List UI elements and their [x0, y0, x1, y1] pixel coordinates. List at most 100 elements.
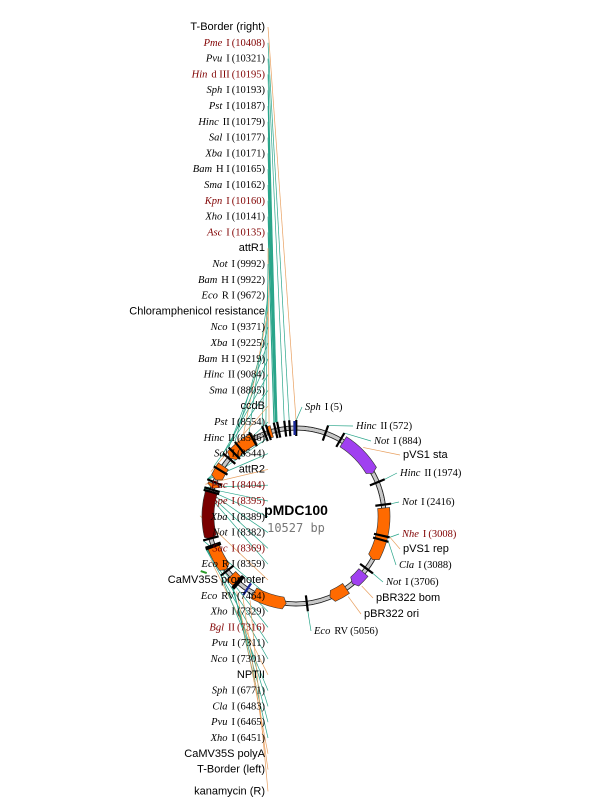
enzyme-name: Hinc: [355, 421, 377, 432]
enzyme-suffix: I: [226, 180, 230, 191]
enzyme-suffix: I: [418, 560, 422, 571]
enzyme-suffix: I: [226, 85, 230, 96]
enzyme-position: (8359): [237, 559, 265, 570]
leader-line: [267, 232, 275, 423]
enzyme-position: (8389): [237, 512, 265, 523]
site-label-spe-i-8395: Spe I (8395): [212, 496, 265, 507]
enzyme-name: Nhe: [401, 529, 419, 540]
enzyme-suffix: I: [232, 607, 236, 618]
enzyme-suffix: II: [228, 622, 235, 633]
site-label-xho-i-6451: Xho I (6451): [210, 733, 266, 744]
enzyme-position: (10195): [232, 69, 266, 80]
enzyme-name: Xba: [210, 512, 228, 523]
site-tick: [264, 424, 272, 441]
site-tick: [204, 486, 220, 494]
enzyme-suffix: I: [226, 133, 230, 144]
enzyme-name: Sph: [207, 85, 223, 96]
feature-label-pbr322-bom: pBR322 bom: [376, 592, 440, 604]
enzyme-position: (9371): [237, 322, 265, 333]
leader-line: [384, 472, 398, 480]
leader-line: [222, 374, 269, 454]
site-label-sal-i-8544: Sal I (8544): [214, 449, 265, 460]
enzyme-suffix: d III: [211, 69, 230, 80]
leader-line: [267, 216, 275, 423]
plasmid-size: 10527 bp: [267, 521, 325, 535]
enzyme-position: (9084): [237, 370, 265, 381]
enzyme-name: Pac: [210, 480, 228, 491]
enzyme-name: Hin: [191, 69, 208, 80]
enzyme-position: (7464): [237, 591, 265, 602]
enzyme-suffix: H I: [221, 275, 235, 286]
enzyme-suffix: R I: [222, 559, 236, 570]
enzyme-position: (8544): [237, 449, 265, 460]
enzyme-position: (10160): [232, 196, 266, 207]
enzyme-suffix: I: [226, 38, 230, 49]
enzyme-suffix: I: [232, 638, 236, 649]
enzyme-name: Xho: [210, 733, 228, 744]
leader-line: [249, 600, 269, 792]
enzyme-name: Not: [211, 528, 228, 539]
enzyme-suffix: I: [232, 528, 236, 539]
enzyme-position: (9672): [237, 291, 265, 302]
leader-line: [213, 390, 269, 467]
leader-line: [267, 42, 290, 421]
enzyme-name: Bgl: [209, 622, 224, 633]
leader-lines: [199, 26, 401, 792]
enzyme-suffix: I: [232, 449, 236, 460]
feature-arcs: [201, 425, 391, 610]
enzyme-position: (3088): [424, 560, 452, 571]
site-label-pac-i-8404: Pac I (8404): [210, 480, 265, 491]
site-tick: [248, 431, 258, 447]
enzyme-suffix: I: [232, 322, 236, 333]
enzyme-suffix: I: [232, 543, 236, 554]
enzyme-name: Pvu: [210, 717, 227, 728]
leader-line: [363, 447, 401, 456]
enzyme-suffix: I: [226, 54, 230, 65]
site-label-eco-rv-7464: Eco RV (7464): [200, 591, 266, 602]
enzyme-name: Xho: [204, 212, 222, 223]
enzyme-position: (10187): [232, 101, 266, 112]
site-label-cla-i-3088: Cla I (3088): [399, 560, 452, 571]
site-tick: [369, 478, 386, 487]
site-label-pst-i-8554: Pst I (8554): [213, 417, 265, 428]
site-tick: [372, 536, 389, 543]
enzyme-suffix: RV: [334, 626, 348, 637]
leader-line: [248, 295, 269, 433]
leader-line: [236, 591, 269, 754]
enzyme-name: Eco: [313, 626, 330, 637]
site-label-not-i-884: Not I (884): [373, 436, 422, 447]
enzyme-name: Eco: [200, 591, 217, 602]
enzyme-position: (10177): [232, 133, 266, 144]
site-label-pst-i-10187: Pst I (10187): [208, 101, 266, 112]
enzyme-suffix: H I: [221, 354, 235, 365]
leader-line: [267, 58, 285, 421]
enzyme-suffix: I: [423, 529, 427, 540]
enzyme-suffix: II: [228, 433, 235, 444]
enzyme-name: Sma: [204, 180, 222, 191]
enzyme-position: (5): [330, 402, 343, 413]
enzyme-suffix: I: [232, 686, 236, 697]
site-tick: [231, 574, 244, 589]
enzyme-suffix: I: [232, 733, 236, 744]
site-label-hin-d-iii-10195: Hin d III (10195): [191, 69, 266, 80]
border-mark: [242, 582, 253, 596]
enzyme-position: (3008): [428, 529, 456, 540]
site-label-not-i-9992: Not I (9992): [211, 259, 265, 270]
site-label-sph-i-10193: Sph I (10193): [207, 85, 266, 96]
enzyme-position: (9922): [237, 275, 265, 286]
site-label-bgl-ii-7316: Bgl II (7316): [209, 622, 265, 633]
enzyme-position: (10321): [232, 54, 266, 65]
leader-line: [389, 533, 400, 538]
enzyme-suffix: I: [226, 101, 230, 112]
enzyme-position: (7329): [237, 607, 265, 618]
enzyme-name: Xho: [210, 607, 228, 618]
enzyme-name: Bam: [198, 275, 218, 286]
enzyme-name: Cla: [212, 701, 227, 712]
enzyme-suffix: II: [380, 421, 387, 432]
enzyme-suffix: R I: [222, 291, 236, 302]
enzyme-suffix: I: [405, 577, 409, 588]
site-label-kpn-i-10160: Kpn I (10160): [204, 196, 266, 207]
site-label-not-i-2416: Not I (2416): [401, 497, 455, 508]
enzyme-position: (8382): [237, 528, 265, 539]
